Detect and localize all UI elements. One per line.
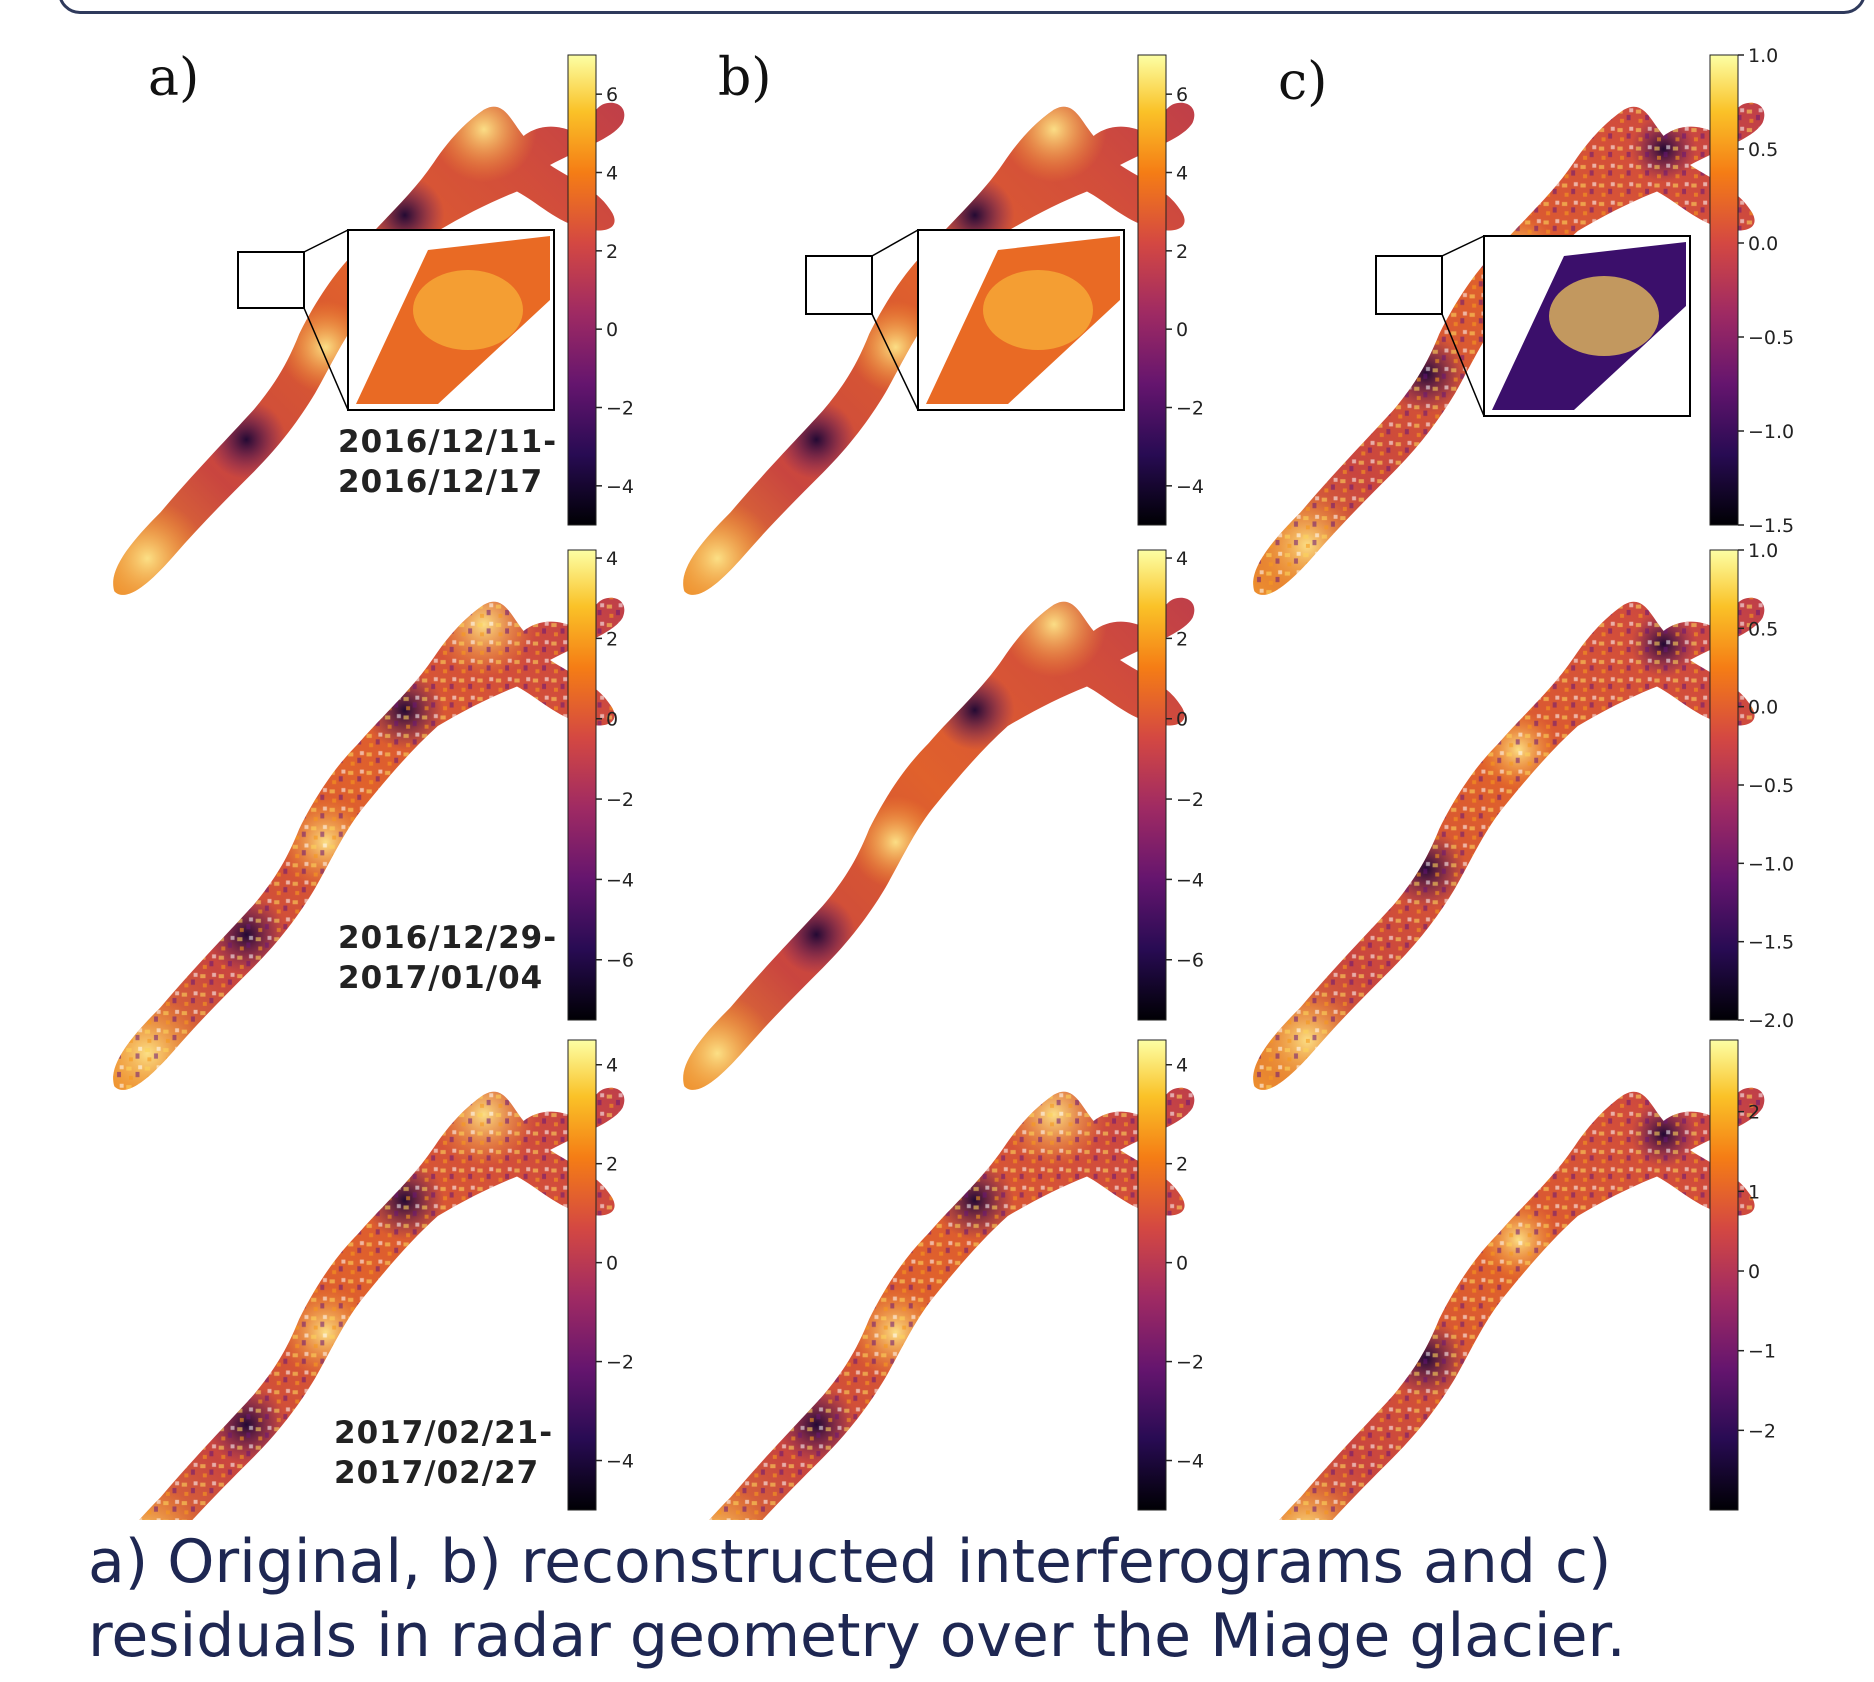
glacier-map-r2-c2 [683, 597, 1195, 1090]
colorbar-tick-label: −4 [606, 1451, 634, 1473]
colorbar-tick-label: 2 [606, 1154, 618, 1176]
date-range-row2: 2016/12/29- 2017/01/04 [338, 918, 557, 998]
colorbar-tick-label: −4 [606, 869, 634, 891]
colorbar-r2-c3: 1.0 0.5 0.0 −0.5 −1.0 −1.5 −2.0 [1709, 540, 1794, 1032]
colorbar-tick-label: 0.0 [1748, 697, 1778, 719]
colorbar-tick-label: −2.0 [1748, 1010, 1794, 1032]
colorbar-tick-label: 0 [1748, 1261, 1760, 1283]
colorbar-tick-label: 0.5 [1748, 618, 1778, 640]
colorbar-tick-label: 0 [1176, 319, 1188, 341]
colorbar-tick-label: 4 [606, 548, 618, 570]
date-start: 2017/02/21- [334, 1415, 554, 1451]
colorbar-tick-label: −1 [1748, 1341, 1776, 1363]
colorbar-tick-label: 2 [1748, 1102, 1760, 1124]
colorbar-tick-label: 0 [1176, 709, 1188, 731]
colorbar-tick-label: −6 [1176, 950, 1204, 972]
date-end: 2016/12/17 [338, 464, 544, 500]
colorbar-tick-label: 0 [1176, 1253, 1188, 1275]
colorbar-tick-label: −2 [1176, 398, 1204, 420]
colorbar-tick-label: −4 [1176, 476, 1204, 498]
date-end: 2017/01/04 [338, 960, 544, 996]
colorbar-tick-label: 6 [1176, 84, 1188, 106]
colorbar-tick-label: 4 [606, 1055, 618, 1077]
colorbar-tick-label: 4 [1176, 163, 1188, 185]
colorbar-tick-label: −1.5 [1748, 932, 1794, 954]
colorbar-tick-label: −2 [1176, 789, 1204, 811]
colorbar-r1-c2: 6 4 2 0 −2 −4 [1137, 54, 1204, 526]
colorbar-tick-label: 4 [606, 163, 618, 185]
zoom-inset-3 [1375, 235, 1691, 417]
colorbar-r1-c3: 1.0 0.5 0.0 −0.5 −1.0 −1.5 [1709, 45, 1794, 537]
glacier-map-r2-c3 [1253, 597, 1765, 1090]
colorbar-tick-label: 0 [606, 709, 618, 731]
colorbar-tick-label: −1.0 [1748, 421, 1794, 443]
zoom-inset-1 [237, 229, 555, 411]
colorbar-tick-label: −2 [1748, 1420, 1776, 1442]
colorbar-tick-label: 2 [1176, 241, 1188, 263]
glacier-map-r3-c3 [1253, 1087, 1765, 1520]
date-end: 2017/02/27 [334, 1455, 540, 1491]
colorbar-tick-label: 1.0 [1748, 45, 1778, 67]
glacier-map-r2-c1 [113, 597, 625, 1090]
colorbar-tick-label: −0.5 [1748, 327, 1794, 349]
colorbar-tick-label: −2 [606, 398, 634, 420]
colorbar-tick-label: −2 [606, 789, 634, 811]
colorbar-r2-c1: 4 2 0 −2 −4 −6 [567, 548, 634, 1021]
colorbar-tick-label: −4 [1176, 1451, 1204, 1473]
panel-label-c: c) [1278, 52, 1328, 112]
colorbar-tick-label: 0.0 [1748, 233, 1778, 255]
colorbar-tick-label: 0 [606, 319, 618, 341]
zoom-inset-2 [805, 229, 1125, 411]
colorbar-tick-label: 6 [606, 84, 618, 106]
colorbar-tick-label: −1.0 [1748, 853, 1794, 875]
colorbar-tick-label: 2 [1176, 1154, 1188, 1176]
colorbar-tick-label: −4 [1176, 869, 1204, 891]
panel-label-a: a) [148, 48, 200, 108]
colorbar-tick-label: −1.5 [1748, 515, 1794, 537]
colorbar-r1-c1: 6 4 2 0 −2 −4 [567, 54, 634, 526]
colorbar-r3-c1: 4 2 0 −2 −4 [567, 1039, 634, 1511]
colorbar-tick-label: 0 [606, 1253, 618, 1275]
glacier-map-r3-c2 [683, 1087, 1195, 1520]
colorbar-tick-label: 1 [1748, 1181, 1760, 1203]
colorbar-tick-label: 2 [606, 241, 618, 263]
date-range-row3: 2017/02/21- 2017/02/27 [334, 1413, 553, 1493]
colorbar-r3-c2: 4 2 0 −2 −4 [1137, 1039, 1204, 1511]
panel-label-b: b) [718, 48, 772, 108]
colorbar-tick-label: 0.5 [1748, 139, 1778, 161]
colorbar-tick-label: −2 [606, 1352, 634, 1374]
date-start: 2016/12/11- [338, 424, 558, 460]
date-start: 2016/12/29- [338, 920, 558, 956]
colorbar-tick-label: 4 [1176, 548, 1188, 570]
colorbar-tick-label: 2 [606, 628, 618, 650]
colorbar-tick-label: −2 [1176, 1352, 1204, 1374]
colorbar-tick-label: −6 [606, 950, 634, 972]
colorbar-r2-c2: 4 2 0 −2 −4 −6 [1137, 548, 1204, 1021]
colorbar-r3-c3: 2 1 0 −1 −2 [1709, 1039, 1776, 1511]
colorbar-tick-label: 4 [1176, 1055, 1188, 1077]
date-range-row1: 2016/12/11- 2016/12/17 [338, 422, 557, 502]
colorbar-tick-label: −4 [606, 476, 634, 498]
colorbar-tick-label: 1.0 [1748, 540, 1778, 562]
figure-grid: 6420−2−46420−2−41.00.50.0−0.5−1.0−1.5420… [113, 45, 1794, 1520]
colorbar-tick-label: −0.5 [1748, 775, 1794, 797]
colorbar-tick-label: 2 [1176, 628, 1188, 650]
figure-caption: a) Original, b) reconstructed interferog… [88, 1527, 1626, 1671]
